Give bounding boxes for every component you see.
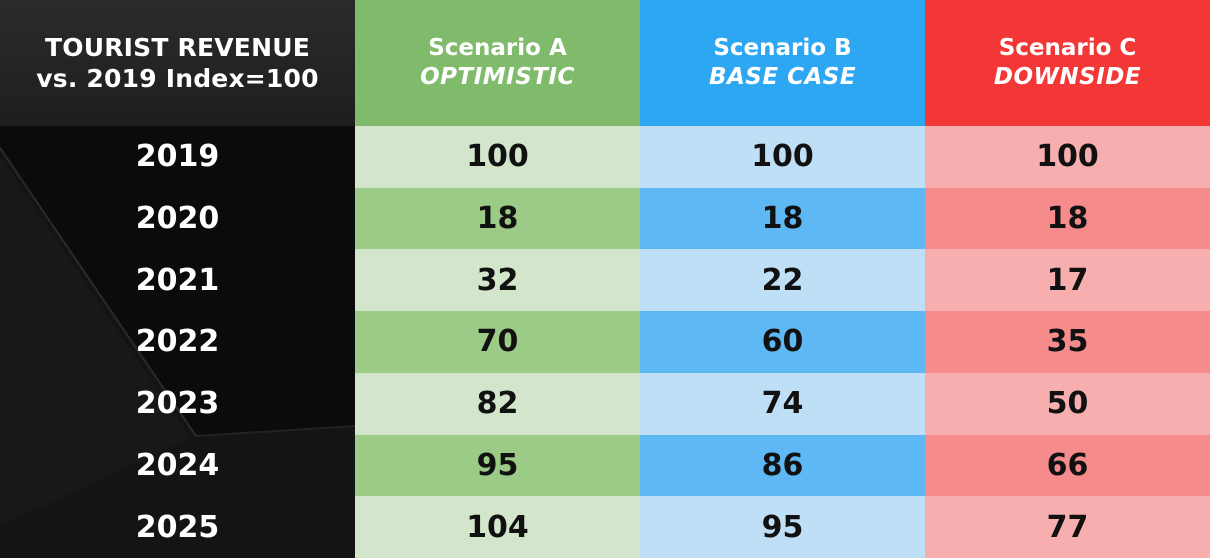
- value-cell-c: 50: [925, 372, 1210, 435]
- value-cell-b: 22: [640, 249, 925, 312]
- value-cell-c: 66: [925, 434, 1210, 497]
- value-cell-a: 104: [355, 496, 640, 558]
- value-cell-b: 74: [640, 372, 925, 435]
- value-cell-a: 70: [355, 311, 640, 373]
- value-cell-b: 100: [640, 126, 925, 188]
- scenario-name: Scenario A: [428, 35, 567, 62]
- table-title-line2: vs. 2019 Index=100: [36, 64, 319, 93]
- scenario-name: Scenario C: [998, 35, 1137, 62]
- scenario-name: Scenario B: [713, 35, 852, 62]
- year-column-background: [0, 126, 355, 558]
- year-label: 2021: [135, 262, 220, 298]
- year-label: 2025: [135, 509, 220, 545]
- value-cell-b: 95: [640, 496, 925, 558]
- value-cell-a: 32: [355, 249, 640, 312]
- value-cell-b: 18: [640, 187, 925, 250]
- year-label: 2023: [135, 386, 220, 422]
- value-cell-c: 18: [925, 187, 1210, 250]
- value-cell-c: 35: [925, 311, 1210, 373]
- table-title-line1: TOURIST REVENUE: [45, 32, 310, 62]
- scenario-subtitle: DOWNSIDE: [993, 64, 1142, 90]
- value-cell-a: 100: [355, 126, 640, 188]
- year-label: 2019: [135, 139, 220, 175]
- value-cell-a: 82: [355, 372, 640, 435]
- year-label: 2022: [135, 324, 220, 360]
- scenario-subtitle: OPTIMISTIC: [420, 64, 575, 90]
- value-cell-c: 100: [925, 126, 1210, 188]
- scenario-header-b: Scenario B BASE CASE: [640, 0, 925, 126]
- scenario-subtitle: BASE CASE: [708, 64, 857, 90]
- year-label: 2020: [135, 201, 220, 237]
- scenario-header-c: Scenario C DOWNSIDE: [925, 0, 1210, 126]
- value-cell-a: 95: [355, 434, 640, 497]
- table-title: TOURIST REVENUE vs. 2019 Index=100: [0, 0, 355, 126]
- value-cell-c: 17: [925, 249, 1210, 312]
- scenario-header-a: Scenario A OPTIMISTIC: [355, 0, 640, 126]
- value-cell-c: 77: [925, 496, 1210, 558]
- value-cell-b: 86: [640, 434, 925, 497]
- year-label: 2024: [135, 447, 220, 483]
- value-cell-b: 60: [640, 311, 925, 373]
- value-cell-a: 18: [355, 187, 640, 250]
